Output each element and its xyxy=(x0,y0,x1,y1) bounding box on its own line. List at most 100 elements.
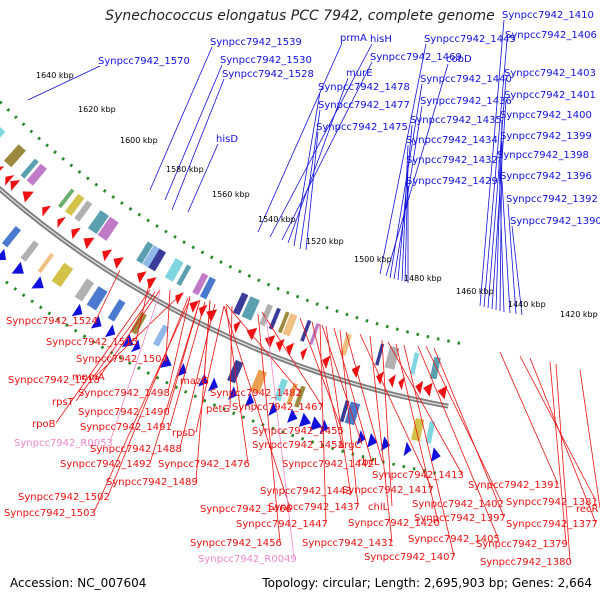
forward-gene-arrow xyxy=(309,416,322,431)
forward-gene-arrow xyxy=(198,373,208,387)
reverse-gene-label: Synpcc7942_1381 xyxy=(506,497,598,508)
forward-leader-line xyxy=(501,180,511,314)
reverse-feature-block xyxy=(384,346,400,370)
reverse-gene-arrow xyxy=(300,347,308,361)
forward-gene-label: Synpcc7942_1398 xyxy=(497,150,589,161)
kbp-label-1600: 1600 kbp xyxy=(120,136,158,145)
reverse-feature-block xyxy=(87,210,109,235)
reverse-leader-line xyxy=(339,329,359,507)
forward-leader-line xyxy=(397,124,413,281)
rna-gene-label: Synpcc7942_R0053 xyxy=(14,438,113,449)
reverse-gene-arrow xyxy=(415,380,424,395)
reverse-gene-arrow xyxy=(246,327,258,341)
forward-leader-line xyxy=(269,43,373,238)
reverse-gene-label: Synpcc7942_1490 xyxy=(78,407,170,418)
forward-leader-line xyxy=(171,78,225,211)
forward-gene-arrow xyxy=(0,248,7,261)
forward-gene-arrow xyxy=(121,334,134,348)
reverse-gene-label: Synpcc7942_1379 xyxy=(476,539,568,550)
forward-gene-label: Synpcc7942_1400 xyxy=(500,110,592,121)
forward-gene-label: Synpcc7942_1469 xyxy=(370,52,462,63)
forward-leader-line xyxy=(305,131,319,251)
forward-gene-arrow xyxy=(268,402,278,416)
reverse-feature-block xyxy=(268,307,281,330)
reverse-leader-line xyxy=(167,295,191,393)
reverse-feature-block xyxy=(300,319,312,342)
reverse-leader-line xyxy=(579,369,600,509)
reverse-gene-label: Synpcc7942_1380 xyxy=(480,557,572,568)
reverse-gene-label: chlL xyxy=(368,502,389,513)
reverse-feature-block xyxy=(20,158,39,179)
forward-gene-label: Synpcc7942_1435 xyxy=(410,115,502,126)
reverse-feature-block xyxy=(142,245,160,268)
reverse-leader-line xyxy=(433,347,505,518)
reverse-feature-block xyxy=(282,313,298,337)
forward-gene-label: Synpcc7942_1478 xyxy=(318,82,410,93)
reverse-gene-label: Synpcc7942_1447 xyxy=(236,519,328,530)
reverse-gene-arrow xyxy=(275,338,285,352)
reverse-leader-line xyxy=(225,303,301,393)
reverse-gene-arrow xyxy=(423,382,433,397)
reverse-gene-arrow xyxy=(233,320,242,334)
forward-leader-line xyxy=(281,61,373,241)
reverse-gene-label: Synpcc7942_1456 xyxy=(190,538,282,549)
reverse-leader-line xyxy=(403,344,455,557)
reverse-feature-block xyxy=(241,296,260,321)
rna-leader-line xyxy=(109,291,161,443)
map-title: Synechococcus elongatus PCC 7942, comple… xyxy=(105,8,495,24)
backbone-ring-highlight xyxy=(0,188,449,407)
forward-leader-line xyxy=(149,46,213,191)
reverse-gene-label: rbcL xyxy=(358,457,380,468)
reverse-leader-line xyxy=(55,289,151,424)
reverse-gene-label: Synpcc7942_1431 xyxy=(302,538,394,549)
reverse-gene-arrow xyxy=(83,237,95,250)
forward-feature-block xyxy=(86,286,108,311)
reverse-leader-line xyxy=(223,305,291,509)
reverse-feature-block xyxy=(259,303,273,327)
reverse-feature-block xyxy=(309,323,320,345)
reverse-gene-arrow xyxy=(388,374,396,388)
forward-leader-line xyxy=(164,64,223,201)
reverse-feature-block xyxy=(409,352,420,375)
reverse-gene-label: argC xyxy=(338,440,361,451)
forward-feature-block xyxy=(20,240,39,262)
reverse-leader-line xyxy=(369,335,393,543)
reverse-leader-line xyxy=(169,301,206,427)
reverse-gene-arrow xyxy=(57,216,66,229)
forward-gene-arrow xyxy=(287,408,298,423)
reverse-feature-block xyxy=(3,144,26,168)
reverse-gene-label: Synpcc7942_1524 xyxy=(6,316,98,327)
rna-gene-label: Synpcc7942_R0049 xyxy=(198,554,297,565)
forward-gene-label: Synpcc7942_1390 xyxy=(510,216,600,227)
forward-gene-label: hisH xyxy=(370,34,392,45)
reverse-feature-block xyxy=(136,241,154,264)
reverse-leader-line xyxy=(75,291,156,402)
gene-labels: Synpcc7942_1570 Synpcc7942_1539 Synpcc7942… xyxy=(4,10,600,568)
forward-gene-label: hisD xyxy=(216,134,238,145)
forward-feature-block xyxy=(425,421,436,444)
tick-ring-outer xyxy=(0,275,437,475)
reverse-gene-arrow xyxy=(437,385,448,400)
reverse-feature-block xyxy=(0,126,6,138)
kbp-label-1560: 1560 kbp xyxy=(212,190,250,199)
reverse-leader-line xyxy=(299,317,343,431)
forward-feature-block xyxy=(37,253,54,274)
forward-leader-line xyxy=(479,19,505,307)
forward-leader-line xyxy=(379,43,427,275)
forward-leader-line xyxy=(389,83,423,279)
reverse-leader-line xyxy=(95,294,181,377)
forward-gene-arrow xyxy=(367,433,378,448)
forward-feature-block xyxy=(339,400,350,423)
reverse-gene-label: mazG xyxy=(180,376,209,387)
forward-feature-block xyxy=(130,312,147,335)
forward-gene-arrow xyxy=(403,441,412,457)
reverse-leader-line xyxy=(425,345,503,504)
forward-leader-line xyxy=(299,109,321,250)
reverse-feature-block xyxy=(164,258,184,282)
reverse-gene-label: Synpcc7942_1498 xyxy=(78,388,170,399)
reverse-gene-arrow xyxy=(5,175,15,186)
forward-gene-label: Synpcc7942_1432 xyxy=(406,155,498,166)
reverse-gene-label: Synpcc7942_1489 xyxy=(106,477,198,488)
reverse-leader-line xyxy=(229,305,233,409)
forward-gene-arrow xyxy=(90,315,102,329)
